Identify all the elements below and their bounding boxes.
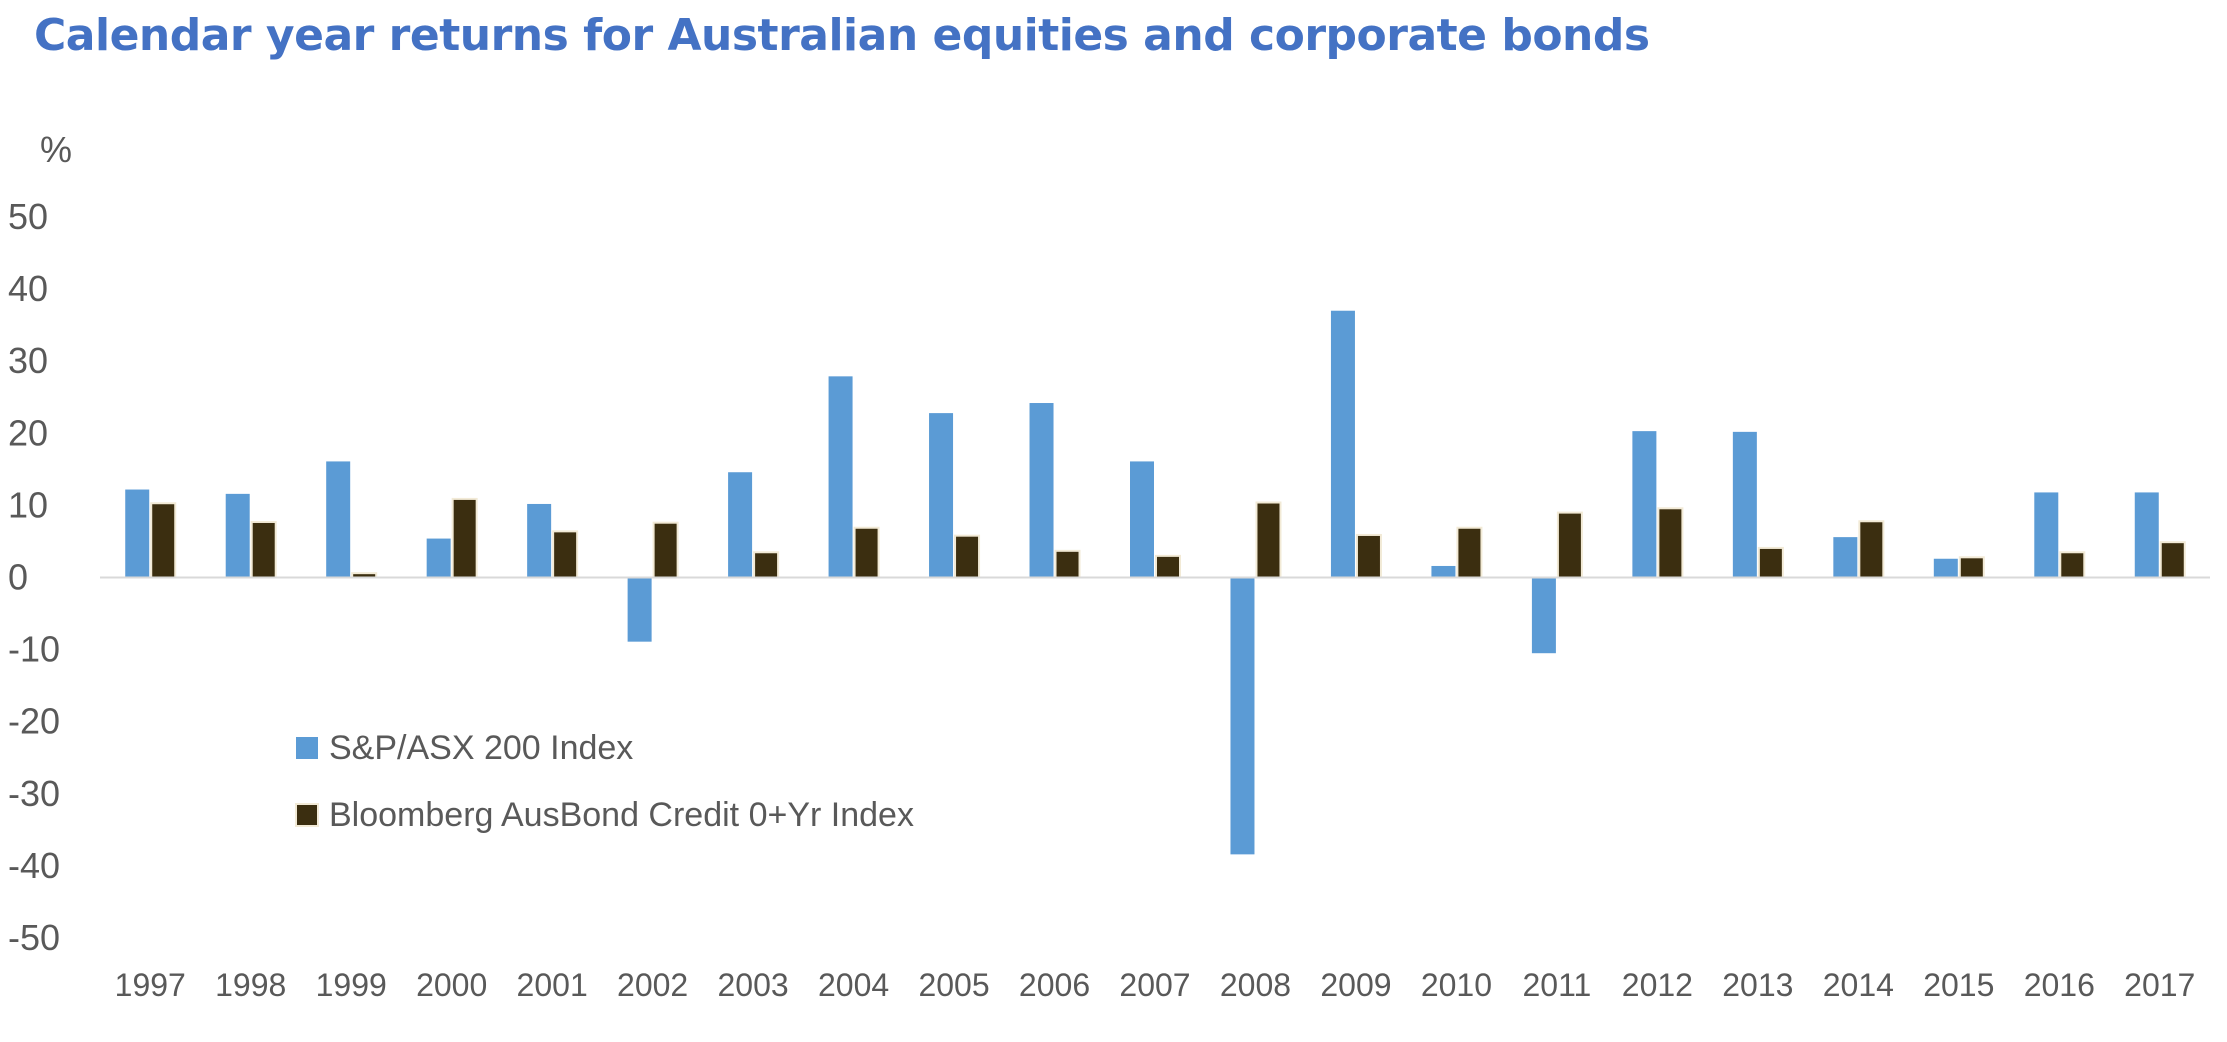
chart-title: Calendar year returns for Australian equ… [34, 10, 1650, 61]
x-tick-label: 2010 [1421, 967, 1492, 1003]
bar-equities-2017 [2134, 492, 2159, 578]
x-tick-label: 2003 [718, 967, 789, 1003]
x-tick-label: 1998 [215, 967, 286, 1003]
y-tick-label: 40 [8, 268, 48, 309]
x-tick-label: 1997 [115, 967, 186, 1003]
bar-bonds-2007 [1155, 554, 1181, 579]
x-tick-label: 2012 [1622, 967, 1693, 1003]
bar-bonds-1998 [250, 520, 277, 579]
x-tick-label: 2007 [1119, 967, 1190, 1003]
bar-bonds-2000 [451, 497, 478, 579]
x-tick-label: 2002 [617, 967, 688, 1003]
x-tick-label: 2004 [818, 967, 889, 1003]
bar-equities-2004 [828, 376, 853, 578]
y-tick-label: 0 [8, 557, 28, 598]
bar-equities-2001 [527, 503, 552, 578]
y-tick-label: -30 [8, 773, 60, 814]
y-tick-label: 30 [8, 340, 48, 381]
y-axis-unit: % [40, 129, 72, 170]
bar-equities-2009 [1330, 310, 1355, 578]
bar-bonds-2017 [2159, 541, 2186, 579]
bar-bonds-2002 [652, 521, 679, 579]
bar-equities-2008 [1230, 577, 1255, 855]
x-tick-label: 2000 [416, 967, 487, 1003]
bar-bonds-2001 [552, 530, 579, 579]
bar-equities-2016 [2034, 492, 2059, 578]
y-tick-label: 50 [8, 196, 48, 237]
bar-bonds-2008 [1255, 501, 1282, 579]
legend-swatch-equities [296, 737, 318, 759]
bar-equities-2005 [929, 413, 954, 578]
bar-bonds-2010 [1456, 526, 1483, 579]
x-tick-label: 2001 [517, 967, 588, 1003]
legend-label-equities: S&P/ASX 200 Index [329, 729, 633, 767]
x-tick-label: 2006 [1019, 967, 1090, 1003]
x-tick-label: 2017 [2124, 967, 2195, 1003]
bar-equities-2011 [1531, 577, 1556, 654]
bar-bonds-2014 [1858, 520, 1885, 579]
bar-equities-2007 [1130, 461, 1154, 578]
bar-equities-2003 [728, 472, 753, 578]
bar-bonds-2015 [1958, 556, 1985, 579]
y-tick-label: -10 [8, 629, 60, 670]
bar-bonds-2006 [1054, 549, 1081, 579]
bar-equities-1997 [125, 489, 150, 578]
bar-equities-2006 [1029, 403, 1054, 578]
bar-equities-2015 [1933, 558, 1958, 578]
bar-bonds-2004 [853, 526, 880, 579]
bar-bonds-2012 [1657, 507, 1684, 579]
x-tick-label: 2009 [1320, 967, 1391, 1003]
bar-equities-2002 [627, 577, 652, 642]
legend-swatch-bonds [295, 803, 319, 827]
bar-bonds-2011 [1556, 511, 1583, 579]
x-tick-label: 2014 [1823, 967, 1894, 1003]
x-tick-label: 2011 [1522, 967, 1591, 1003]
y-tick-label: -50 [8, 917, 60, 958]
y-tick-label: -40 [8, 845, 60, 886]
bar-bonds-2016 [2059, 551, 2086, 579]
x-tick-label: 1999 [316, 967, 387, 1003]
bar-bonds-2005 [954, 534, 981, 579]
x-tick-label: 2015 [1923, 967, 1994, 1003]
bar-equities-1999 [326, 461, 351, 578]
bar-bonds-2013 [1757, 546, 1784, 579]
bar-equities-1998 [225, 493, 250, 578]
bar-bonds-1997 [150, 502, 177, 579]
bar-bonds-2009 [1355, 533, 1382, 579]
legend-label-bonds: Bloomberg AusBond Credit 0+Yr Index [329, 796, 914, 834]
bar-equities-2012 [1632, 431, 1657, 578]
y-tick-label: 20 [8, 412, 48, 453]
y-axis-ticks: 50 40 30 20 10 0 -10 -20 -30 -40 -50 [8, 196, 60, 958]
x-axis-ticks: 1997 1998 1999 2000 2001 2002 2003 2004 2005 2006… [115, 967, 2196, 1003]
legend: S&P/ASX 200 Index Bloomberg AusBond Cred… [295, 729, 914, 834]
bar-equities-2000 [426, 538, 451, 578]
x-tick-label: 2008 [1220, 967, 1291, 1003]
y-tick-label: -20 [8, 701, 60, 742]
bar-equities-2013 [1732, 431, 1757, 578]
bar-equities-2014 [1833, 537, 1858, 578]
y-tick-label: 10 [8, 484, 48, 525]
bar-bonds-2003 [753, 551, 780, 579]
x-tick-label: 2005 [918, 967, 989, 1003]
bar-equities-2010 [1431, 565, 1456, 578]
bars [125, 310, 2186, 855]
x-tick-label: 2016 [2024, 967, 2095, 1003]
x-tick-label: 2013 [1722, 967, 1793, 1003]
